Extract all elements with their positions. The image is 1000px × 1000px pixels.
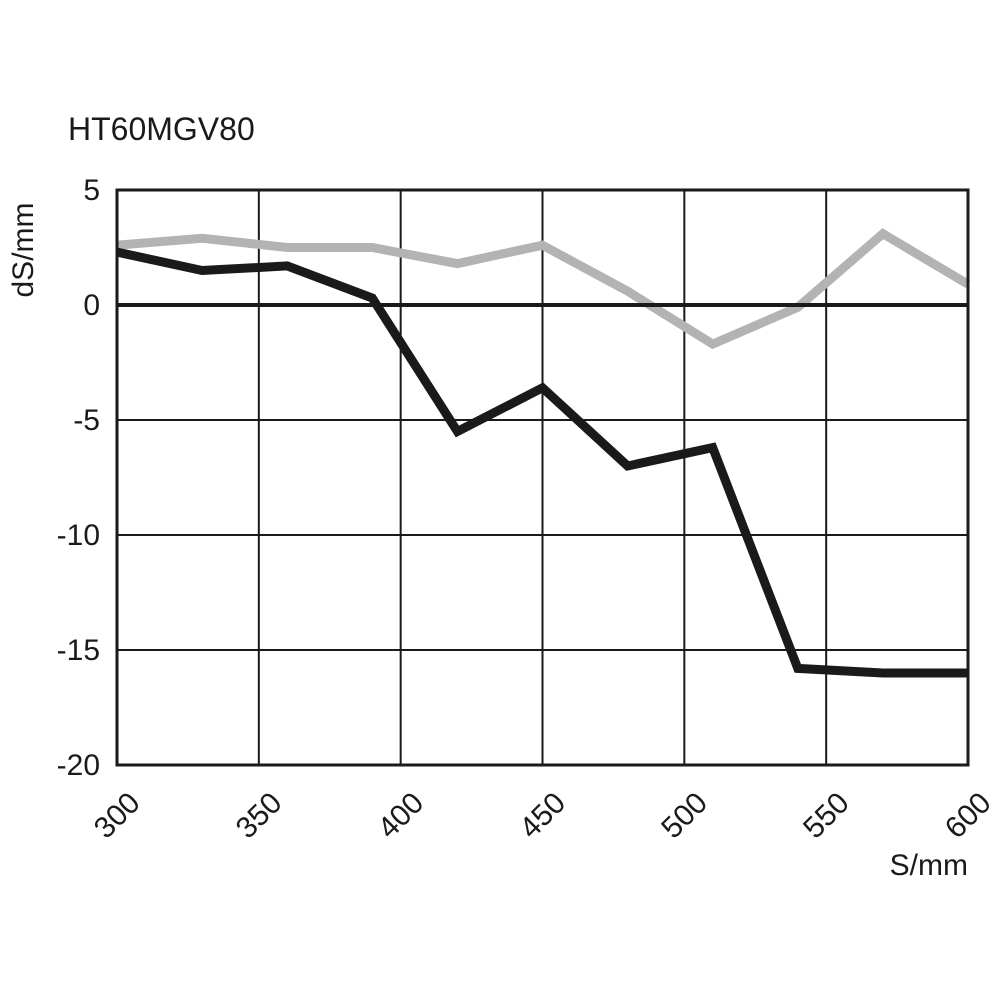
plot-frame: [115, 188, 970, 767]
y-axis-ticks: 5 0 -5 -10 -15 -20: [57, 174, 100, 782]
y-tick-label-2: -5: [73, 404, 100, 437]
x-tick-label-2: 400: [372, 786, 431, 845]
x-axis-ticks: 300 350 400 450 500 550 600: [88, 786, 998, 845]
x-tick-label-0: 300: [88, 786, 147, 845]
series-line-1: [116, 247, 968, 678]
x-tick-label-1: 350: [230, 786, 289, 845]
x-tick-label-6: 600: [939, 786, 998, 845]
y-tick-label-0: 5: [83, 174, 100, 207]
x-axis-label: S/mm: [890, 849, 968, 882]
y-tick-label-4: -15: [57, 634, 100, 667]
x-tick-label-4: 500: [655, 786, 714, 845]
y-axis-label: dS/mm: [7, 202, 40, 297]
chart-title: HT60MGV80: [68, 111, 255, 147]
x-tick-label-5: 550: [797, 786, 856, 845]
y-tick-label-3: -10: [57, 519, 100, 552]
series-layer: [116, 228, 971, 678]
y-tick-label-1: 0: [83, 289, 100, 322]
y-tick-label-5: -20: [57, 749, 100, 782]
series-line-0: [116, 228, 971, 350]
x-tick-label-3: 450: [513, 786, 572, 845]
